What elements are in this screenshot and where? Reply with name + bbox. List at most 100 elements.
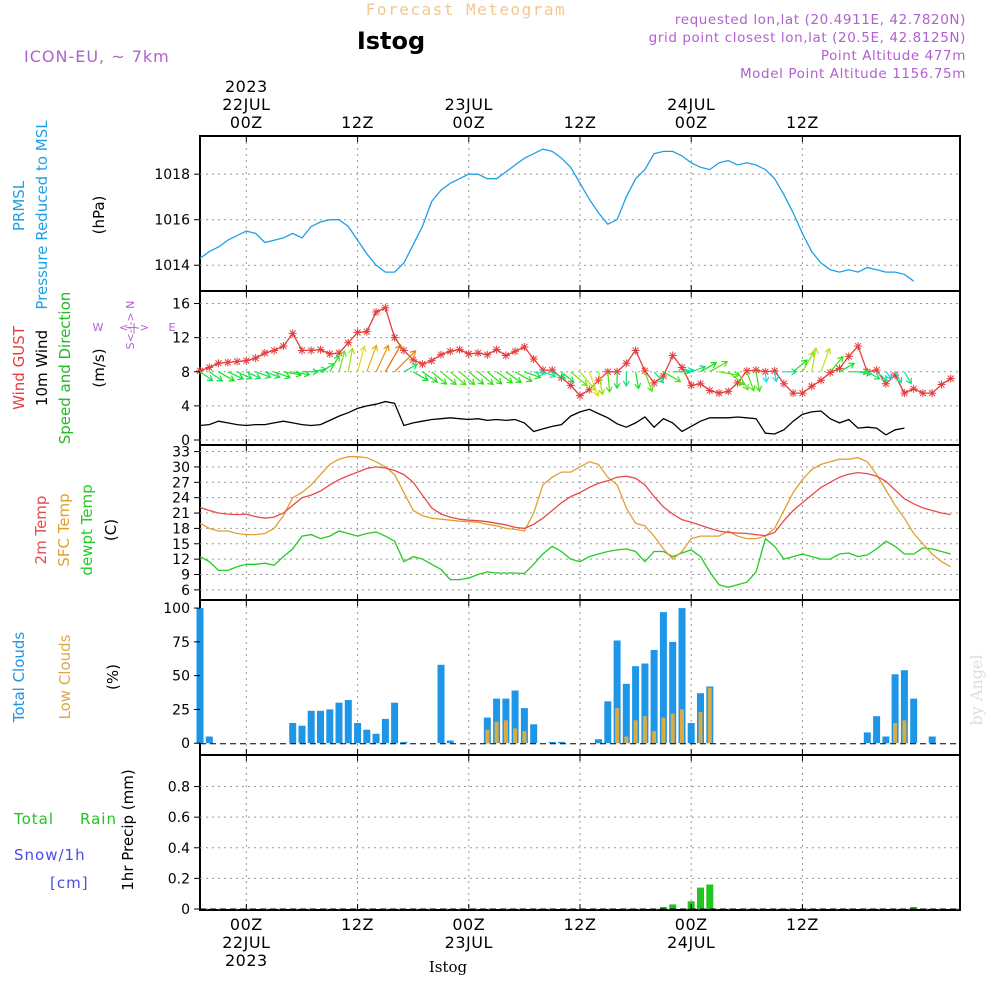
wind-direction-arrow bbox=[440, 371, 457, 386]
top-time-label: 23JUL bbox=[445, 95, 493, 114]
bottom-time-label: 23JUL bbox=[445, 933, 493, 952]
gust-marker bbox=[677, 363, 686, 372]
wind-direction-arrow bbox=[338, 349, 347, 372]
temperature-panel-frame bbox=[199, 444, 961, 601]
footer-station: Istog bbox=[429, 958, 468, 976]
gust-marker bbox=[316, 345, 325, 354]
total-clouds-bar bbox=[381, 718, 389, 744]
low-clouds-bar bbox=[513, 728, 518, 744]
gust-marker bbox=[427, 356, 436, 365]
wind-direction-arrow bbox=[811, 346, 819, 372]
wind-direction-arrow bbox=[829, 355, 844, 373]
total-clouds-bar bbox=[650, 650, 658, 744]
gust-marker bbox=[372, 308, 381, 317]
temp-label-sfc: SFC Temp bbox=[55, 493, 73, 566]
gust-marker bbox=[659, 372, 668, 381]
wind-direction-arrow bbox=[690, 365, 707, 373]
gust-marker bbox=[260, 349, 269, 357]
clouds-y-tick-label: 75 bbox=[172, 635, 190, 651]
watermark: by Angel bbox=[967, 654, 986, 725]
bottom-time-label: 00Z bbox=[452, 915, 485, 934]
wind-label-speed-dir: Speed and Direction bbox=[56, 292, 74, 445]
total-clouds-bar bbox=[558, 741, 565, 744]
gust-marker bbox=[464, 349, 473, 358]
gust-marker bbox=[715, 389, 724, 398]
total-clouds-bar bbox=[669, 641, 677, 744]
gust-marker bbox=[483, 350, 492, 359]
bottom-time-label: 12Z bbox=[786, 915, 819, 934]
gust-marker bbox=[798, 389, 807, 398]
pressure-label-reduced: Pressure Reduced to MSL bbox=[33, 120, 51, 310]
data-layer bbox=[196, 148, 960, 910]
wind-direction-arrow bbox=[542, 371, 557, 378]
top-time-label: 22JUL bbox=[222, 95, 270, 114]
gust-marker bbox=[205, 363, 214, 372]
gust-marker bbox=[650, 378, 659, 387]
gust-marker bbox=[946, 374, 955, 383]
pressure-panel-frame bbox=[199, 135, 961, 292]
low-clouds-bar bbox=[670, 713, 675, 744]
info-line-2: grid point closest lon,lat (20.5E, 42.81… bbox=[649, 30, 966, 46]
rain-bar bbox=[706, 884, 714, 909]
bottom-time-label: 24JUL bbox=[667, 933, 715, 952]
precip-panel-frame bbox=[199, 754, 961, 911]
gust-marker bbox=[761, 367, 770, 376]
low-clouds-bar bbox=[680, 709, 684, 744]
gust-marker bbox=[418, 360, 427, 369]
total-clouds-bar bbox=[687, 723, 695, 744]
wind-direction-arrow bbox=[903, 371, 912, 385]
temperature-y-tick-label: 18 bbox=[172, 521, 190, 537]
wind-direction-arrow bbox=[561, 371, 575, 383]
gust-marker bbox=[844, 352, 853, 361]
total-clouds-bar bbox=[863, 732, 871, 744]
total-clouds-bar bbox=[900, 670, 908, 744]
wind-direction-arrow bbox=[700, 362, 718, 373]
gust-marker bbox=[594, 376, 603, 385]
gust-marker bbox=[724, 387, 733, 396]
wind-direction-arrow bbox=[551, 371, 567, 380]
wind-direction-arrow bbox=[613, 371, 621, 390]
gust-marker bbox=[779, 379, 788, 388]
gust-marker bbox=[668, 351, 677, 360]
gust-marker bbox=[742, 366, 751, 375]
wind-direction-arrow bbox=[273, 371, 292, 380]
total-clouds-bar bbox=[910, 698, 918, 744]
total-clouds-bar bbox=[678, 608, 686, 744]
info-line-1: requested lon,lat (20.4911E, 42.7820N) bbox=[675, 12, 966, 28]
gust-marker bbox=[501, 351, 510, 360]
t2m-series-line bbox=[199, 466, 951, 537]
low-clouds-bar bbox=[642, 716, 647, 744]
bottom-time-label: 12Z bbox=[341, 915, 374, 934]
sfc-temp-series-line bbox=[199, 456, 952, 568]
temp-ylabel: (C) bbox=[102, 519, 120, 541]
wind-direction-arrow bbox=[218, 371, 236, 382]
precip-y-tick-label: 0 bbox=[181, 902, 190, 918]
gust-marker bbox=[789, 389, 798, 398]
wind-direction-arrow bbox=[477, 371, 495, 386]
wind-direction-arrow bbox=[622, 371, 630, 388]
gust-marker bbox=[242, 356, 251, 365]
total-clouds-bar bbox=[530, 724, 538, 744]
gust-marker bbox=[937, 380, 946, 389]
gust-marker bbox=[307, 346, 316, 355]
total-clouds-bar bbox=[613, 640, 621, 744]
gust-marker bbox=[520, 343, 529, 352]
wind-direction-arrow bbox=[867, 371, 881, 380]
temperature-y-tick-label: 15 bbox=[172, 537, 190, 553]
temp-label-dewpt: dewpt Temp bbox=[78, 484, 96, 575]
temperature-y-tick-label: 6 bbox=[181, 583, 190, 599]
gust-marker bbox=[918, 389, 927, 398]
low-clouds-bar bbox=[522, 731, 527, 744]
gust-marker bbox=[390, 333, 399, 342]
wind-y-tick-label: 12 bbox=[172, 331, 190, 347]
low-clouds-bar bbox=[494, 721, 499, 744]
total-clouds-bar bbox=[205, 736, 213, 744]
total-clouds-bar bbox=[446, 740, 454, 744]
gust-marker bbox=[585, 385, 594, 394]
bottom-time-label: 00Z bbox=[675, 915, 708, 934]
bottom-time-label: 00Z bbox=[230, 915, 263, 934]
wind-direction-arrow bbox=[588, 371, 600, 398]
temperature-y-tick-label: 21 bbox=[172, 506, 190, 522]
wind-compass: W E S<-|-> N <-|-> bbox=[93, 301, 176, 350]
total-clouds-bar bbox=[659, 612, 667, 744]
